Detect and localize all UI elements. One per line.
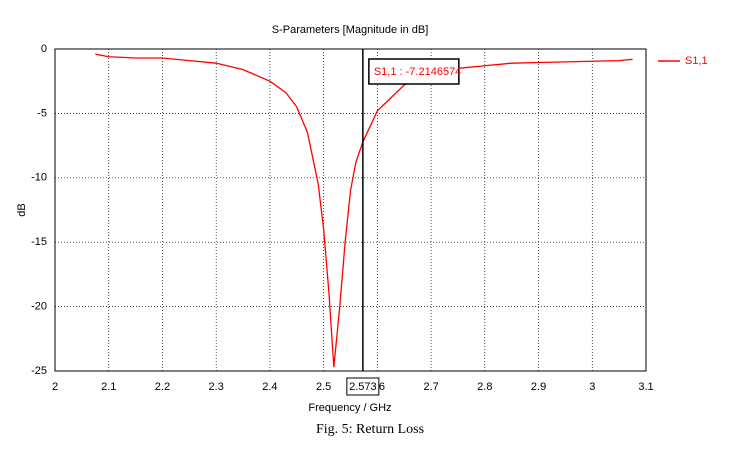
marker-x-label: 2.573 — [349, 381, 377, 393]
x-tick-label: 3.1 — [638, 381, 653, 393]
x-tick-label: 2 — [52, 381, 58, 393]
x-tick-label: 2.5 — [316, 381, 331, 393]
chart-title: S-Parameters [Magnitude in dB] — [272, 24, 429, 36]
x-tick-label: 2.4 — [262, 381, 277, 393]
plot-border — [54, 48, 647, 372]
caption: Fig. 5: Return Loss — [316, 422, 424, 437]
legend-label: S1,1 — [685, 55, 708, 67]
marker-annotation-box — [368, 58, 460, 85]
y-tick-label: 0 — [41, 43, 47, 55]
marker-x-box — [346, 377, 380, 396]
x-tick-label: 2.3 — [209, 381, 224, 393]
x-axis-label: Frequency / GHz — [308, 402, 391, 414]
y-tick-label: -25 — [31, 365, 47, 377]
x-tick-label: 2.2 — [155, 381, 170, 393]
series-line — [95, 53, 633, 368]
y-tick-label: -15 — [31, 236, 47, 248]
marker-annotation: S1,1 : -7.2146574 — [374, 66, 461, 78]
y-tick-label: -20 — [31, 301, 47, 313]
y-axis-label: dB — [16, 203, 28, 216]
x-tick-label: 2.7 — [423, 381, 438, 393]
x-tick-label: 2.1 — [101, 381, 116, 393]
x-tick-label: 2.8 — [477, 381, 492, 393]
y-tick-label: -5 — [37, 107, 47, 119]
plot-area — [55, 49, 646, 371]
x-tick-label: 3 — [589, 381, 595, 393]
x-tick-label: 2.9 — [531, 381, 546, 393]
y-tick-label: -10 — [31, 172, 47, 184]
